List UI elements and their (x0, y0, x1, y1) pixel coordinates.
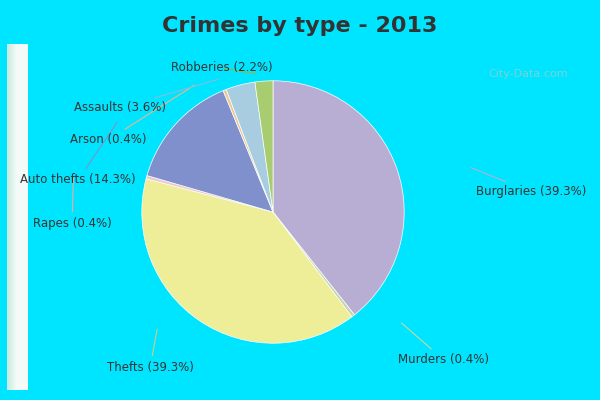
Bar (9, 44, 20, 390)
Bar (8, 44, 19, 390)
Wedge shape (146, 176, 273, 212)
Bar (9, 44, 20, 390)
Text: Crimes by type - 2013: Crimes by type - 2013 (163, 16, 437, 36)
Bar (8, 44, 19, 390)
Bar (16, 44, 26, 390)
Wedge shape (273, 212, 355, 317)
Bar (9, 44, 20, 390)
Bar (13, 44, 24, 390)
Text: Murders (0.4%): Murders (0.4%) (398, 323, 490, 366)
Text: Auto thefts (14.3%): Auto thefts (14.3%) (20, 122, 136, 186)
Bar (12, 44, 23, 390)
Wedge shape (147, 91, 273, 212)
Bar (16, 44, 27, 390)
Bar (14, 44, 25, 390)
Bar (10, 44, 21, 390)
Wedge shape (226, 82, 273, 212)
Bar (11, 44, 22, 390)
Bar (12, 44, 23, 390)
Bar (8, 44, 19, 390)
Bar (12, 44, 23, 390)
Bar (10, 44, 21, 390)
Text: Arson (0.4%): Arson (0.4%) (70, 85, 194, 146)
Bar (10, 44, 20, 390)
Bar (11, 44, 22, 390)
Bar (10, 44, 21, 390)
Bar (11, 44, 22, 390)
Wedge shape (223, 90, 273, 212)
Bar (10, 44, 20, 390)
Wedge shape (273, 81, 404, 315)
Bar (13, 44, 23, 390)
Text: Thefts (39.3%): Thefts (39.3%) (107, 329, 193, 374)
Bar (11, 44, 22, 390)
Bar (17, 44, 28, 390)
Bar (8, 44, 19, 390)
Text: Rapes (0.4%): Rapes (0.4%) (32, 178, 112, 230)
Text: Burglaries (39.3%): Burglaries (39.3%) (471, 168, 586, 198)
Bar (13, 44, 23, 390)
Bar (13, 44, 25, 390)
Bar (16, 44, 26, 390)
Bar (7, 44, 19, 390)
Bar (14, 44, 25, 390)
Bar (14, 44, 25, 390)
Bar (12, 44, 23, 390)
Text: Assaults (3.6%): Assaults (3.6%) (74, 79, 219, 114)
Bar (10, 44, 20, 390)
Bar (7, 44, 18, 390)
Bar (15, 44, 26, 390)
Bar (11, 44, 22, 390)
Bar (15, 44, 26, 390)
Bar (16, 44, 27, 390)
Bar (16, 44, 26, 390)
Bar (16, 44, 27, 390)
Bar (14, 44, 25, 390)
Bar (8, 44, 19, 390)
Bar (13, 44, 23, 390)
Bar (16, 44, 28, 390)
Bar (13, 44, 24, 390)
Bar (16, 44, 27, 390)
Bar (11, 44, 23, 390)
Bar (13, 44, 24, 390)
Text: City-Data.com: City-Data.com (488, 69, 568, 79)
Bar (10, 44, 22, 390)
Bar (8, 44, 20, 390)
Bar (14, 44, 25, 390)
Text: Robberies (2.2%): Robberies (2.2%) (171, 62, 273, 74)
Bar (17, 44, 28, 390)
Bar (11, 44, 22, 390)
Bar (8, 44, 19, 390)
Bar (8, 44, 19, 390)
Wedge shape (255, 81, 273, 212)
Bar (14, 44, 25, 390)
Bar (10, 44, 21, 390)
Bar (14, 44, 26, 390)
Bar (15, 44, 26, 390)
Bar (14, 44, 25, 390)
Wedge shape (142, 179, 352, 343)
